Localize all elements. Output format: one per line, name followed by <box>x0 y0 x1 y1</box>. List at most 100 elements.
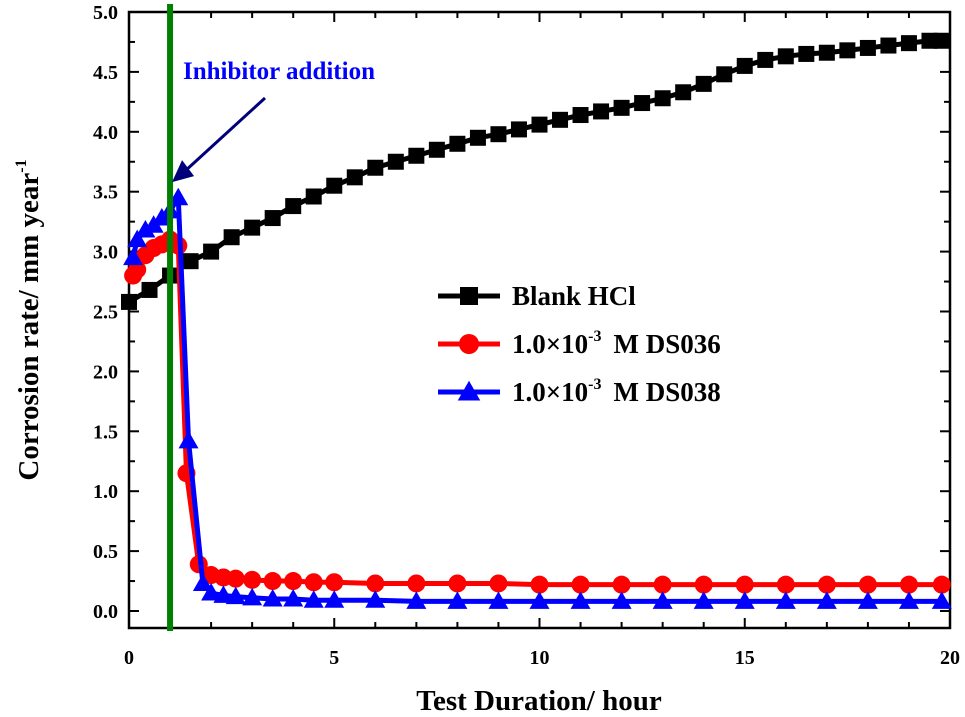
legend-label-sup: -3 <box>588 328 601 345</box>
data-point-blank-hcl <box>408 147 425 164</box>
y-tick-labels: 0.0 0.5 1.0 1.5 2.0 2.5 3.0 3.5 4.0 4.5 5.0 <box>93 2 118 623</box>
x-tick-label: 0 <box>124 647 134 669</box>
data-point-ds036 <box>448 574 467 593</box>
data-point-ds038 <box>447 591 468 609</box>
data-point-blank-hcl <box>203 243 220 260</box>
data-point-ds038 <box>529 591 550 609</box>
legend-label-main: 1.0×10 <box>512 377 588 407</box>
data-point-blank-hcl <box>121 293 137 310</box>
data-point-ds036 <box>284 572 303 591</box>
x-tick-label: 20 <box>940 647 960 669</box>
data-point-blank-hcl <box>244 219 261 236</box>
y-tick-label: 3.5 <box>93 182 118 204</box>
series-blank-hcl <box>121 32 950 310</box>
data-point-blank-hcl <box>469 129 486 146</box>
y-tick-label: 0.0 <box>93 601 118 623</box>
y-tick-label: 1.5 <box>93 421 118 443</box>
y-tick-label: 3.0 <box>93 242 118 264</box>
legend-marker <box>459 334 479 354</box>
data-point-blank-hcl <box>387 153 404 170</box>
y-axis-title-sup: -1 <box>13 159 30 172</box>
y-tick-label: 5.0 <box>93 2 118 24</box>
data-point-blank-hcl <box>223 229 240 246</box>
data-point-blank-hcl <box>654 90 671 107</box>
legend-item-ds038: 1.0×10-3 M DS038 <box>438 376 721 407</box>
data-point-ds036 <box>653 575 672 594</box>
data-point-blank-hcl <box>736 57 753 74</box>
data-point-blank-hcl <box>933 32 950 49</box>
data-point-blank-hcl <box>531 116 548 133</box>
data-point-blank-hcl <box>490 126 507 143</box>
data-point-blank-hcl <box>449 135 466 152</box>
legend-label: 1.0×10-3 M DS038 <box>512 376 721 407</box>
data-point-ds036 <box>735 575 754 594</box>
x-tick-labels: 0 5 10 15 20 <box>124 647 960 669</box>
legend-marker <box>460 287 478 305</box>
data-point-blank-hcl <box>634 95 651 112</box>
legend-marker <box>457 380 481 401</box>
data-point-blank-hcl <box>675 84 692 101</box>
data-point-ds038 <box>931 591 952 609</box>
data-point-ds036 <box>612 575 631 594</box>
data-point-ds036 <box>694 575 713 594</box>
data-point-blank-hcl <box>777 48 794 65</box>
legend-label-main: 1.0×10 <box>512 329 588 359</box>
legend-item-blank-hcl: Blank HCl <box>438 281 636 311</box>
annotation-arrow <box>172 96 267 183</box>
data-point-blank-hcl <box>716 66 733 83</box>
data-point-ds038 <box>303 590 324 608</box>
data-point-ds038 <box>225 586 246 605</box>
data-point-ds036 <box>304 573 323 592</box>
legend-item-ds036: 1.0×10-3 M DS036 <box>438 328 721 359</box>
data-point-blank-hcl <box>326 177 343 194</box>
y-tick-label: 2.0 <box>93 361 118 383</box>
data-point-ds038 <box>488 591 509 609</box>
legend-label-main: Blank HCl <box>512 281 636 311</box>
data-point-blank-hcl <box>757 51 774 68</box>
y-axis-title-base: Corrosion rate/ mm year <box>13 173 45 481</box>
y-axis-title: Corrosion rate/ mm year-1 <box>13 159 45 480</box>
data-point-blank-hcl <box>141 281 158 298</box>
data-point-ds038 <box>178 430 199 449</box>
data-point-ds038 <box>192 573 213 591</box>
data-point-ds038 <box>135 220 156 238</box>
data-point-ds036 <box>226 569 245 588</box>
data-point-ds036 <box>817 575 836 594</box>
data-point-blank-hcl <box>839 42 856 59</box>
data-point-ds036 <box>530 575 549 594</box>
y-tick-label: 4.5 <box>93 62 118 84</box>
data-point-blank-hcl <box>552 111 569 128</box>
data-point-blank-hcl <box>859 39 876 56</box>
y-tick-label: 2.5 <box>93 302 118 324</box>
legend-label-rest: M DS038 <box>613 377 720 407</box>
annotation-arrow-shaft <box>185 96 267 172</box>
data-point-ds038 <box>123 247 144 266</box>
data-point-ds038 <box>652 591 673 609</box>
data-point-ds038 <box>283 589 304 607</box>
legend-label-sup: -3 <box>588 376 601 393</box>
data-point-ds038 <box>127 229 148 248</box>
data-point-blank-hcl <box>182 253 199 270</box>
x-tick-label: 5 <box>329 647 339 669</box>
x-axis-title: Test Duration/ hour <box>416 685 662 717</box>
data-point-ds038 <box>734 591 755 609</box>
data-point-ds038 <box>898 591 919 609</box>
data-point-blank-hcl <box>346 169 363 186</box>
data-point-ds038 <box>213 585 234 603</box>
data-point-ds038 <box>857 591 878 609</box>
annotation-arrow-head <box>172 160 195 183</box>
legend-label-rest: M DS036 <box>613 329 720 359</box>
data-point-ds036 <box>932 575 951 594</box>
plot-frame <box>127 10 952 630</box>
axis-ticks <box>128 11 951 628</box>
data-point-ds036 <box>899 575 918 594</box>
data-point-blank-hcl <box>880 37 897 54</box>
data-point-ds038 <box>693 591 714 609</box>
data-point-ds036 <box>858 575 877 594</box>
legend-label: Blank HCl <box>512 281 636 311</box>
data-point-ds038 <box>365 590 386 608</box>
data-point-ds036 <box>407 574 426 593</box>
data-point-blank-hcl <box>367 159 384 176</box>
